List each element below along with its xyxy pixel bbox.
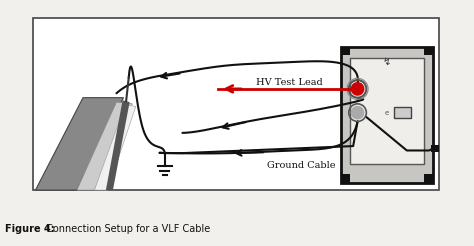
Bar	[350, 58, 424, 164]
Text: e: e	[384, 110, 389, 116]
Bar	[431, 145, 438, 152]
Text: Connection Setup for a VLF Cable: Connection Setup for a VLF Cable	[43, 224, 210, 234]
Polygon shape	[94, 105, 136, 190]
Polygon shape	[36, 98, 124, 190]
Bar	[393, 107, 411, 118]
Bar	[341, 174, 350, 183]
Circle shape	[351, 107, 364, 119]
Text: Figure 4:: Figure 4:	[5, 224, 55, 234]
Text: Ground Cable: Ground Cable	[267, 161, 336, 170]
Text: ↯: ↯	[383, 58, 391, 67]
Circle shape	[351, 83, 364, 95]
Polygon shape	[77, 102, 132, 190]
Bar	[33, 18, 439, 190]
Polygon shape	[106, 100, 130, 190]
Bar	[424, 174, 433, 183]
Bar	[341, 47, 433, 183]
Bar	[341, 47, 350, 55]
Bar	[424, 47, 433, 55]
Text: HV Test Lead: HV Test Lead	[256, 78, 323, 87]
